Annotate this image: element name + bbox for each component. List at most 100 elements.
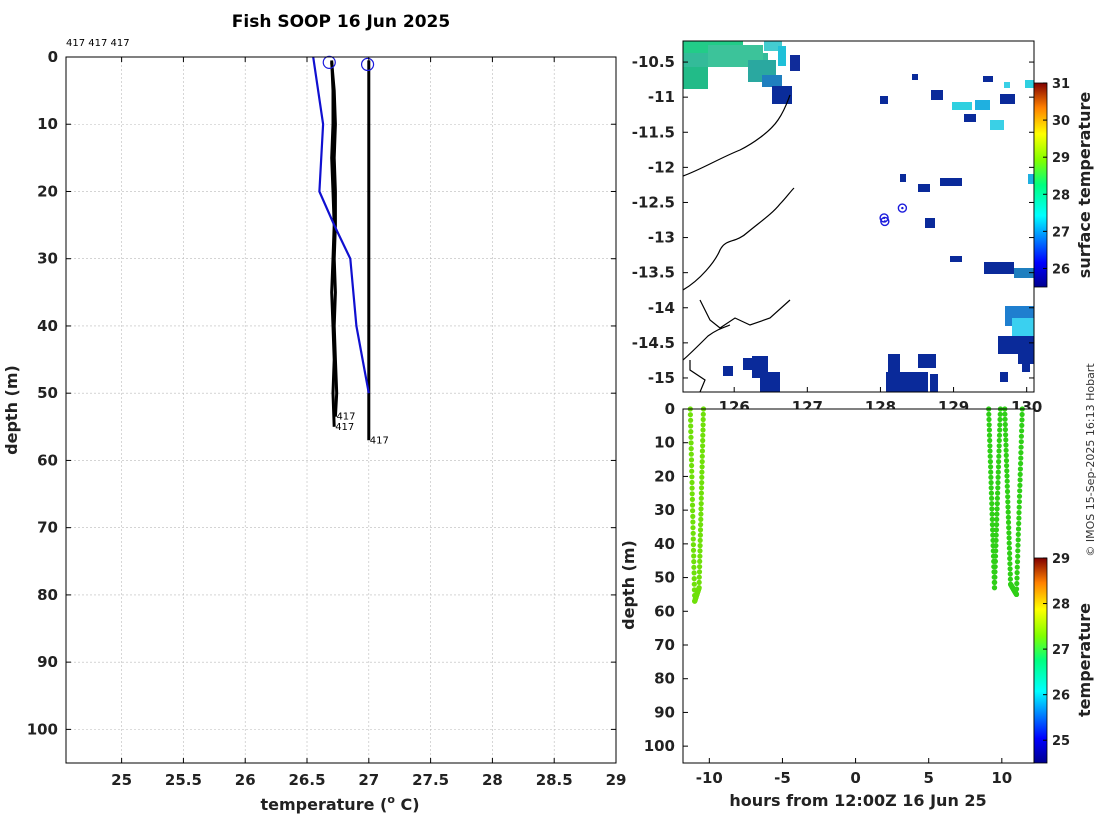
depth-time-point	[1005, 494, 1011, 500]
depth-time-point	[691, 570, 697, 576]
temperature-colorbar-tick-label: 25	[1052, 734, 1070, 749]
depth-time-x-tick-label: -5	[774, 769, 791, 787]
depth-time-point	[996, 448, 1002, 454]
sst-patch-northwest	[683, 41, 800, 104]
profile-y-tick-label: 100	[27, 720, 58, 738]
profile-x-tick-label: 27	[358, 771, 379, 789]
depth-time-point	[1016, 504, 1022, 510]
coastline	[683, 94, 795, 392]
depth-time-point	[688, 446, 694, 452]
profile-y-tick-label: 90	[37, 653, 58, 671]
depth-time-x-tick-label: 5	[923, 769, 933, 787]
map-y-tick-label: -13	[648, 229, 675, 247]
depth-time-point	[1007, 576, 1014, 582]
map-position-markers	[879, 203, 908, 227]
profile-x-axis-label: temperature (o C)	[260, 793, 419, 814]
profile-x-tick-label: 26.5	[289, 771, 326, 789]
depth-time-point	[700, 422, 706, 428]
depth-time-point	[688, 440, 694, 446]
depth-time-point	[989, 516, 995, 523]
depth-time-point	[700, 416, 706, 423]
map-background	[683, 41, 1034, 392]
depth-time-point	[993, 527, 1000, 533]
depth-time-point	[698, 501, 704, 507]
depth-time-point	[989, 522, 996, 528]
depth-time-y-tick-label: 70	[654, 636, 675, 654]
depth-time-point	[994, 495, 1001, 501]
figure-title: Fish SOOP 16 Jun 2025	[232, 12, 450, 32]
depth-time-point	[988, 490, 995, 496]
depth-time-y-tick-label: 50	[654, 569, 675, 587]
depth-time-point	[700, 437, 706, 444]
map-y-tick-label: -15	[648, 369, 675, 387]
profile-y-ticks: 0 10 20 30 40 50 60 70 80 90 100	[27, 48, 616, 738]
profile-start-marker	[322, 55, 336, 69]
temperature-colorbar-tick-label: 29	[1052, 552, 1070, 567]
depth-time-point	[1015, 531, 1021, 538]
depth-time-y-tick-label: 20	[654, 467, 675, 485]
map-colorbar-ticks: 26 27 28 29 30 31	[1043, 77, 1070, 277]
depth-time-point	[688, 417, 694, 423]
depth-time-point	[1013, 591, 1020, 598]
depth-time-point	[995, 469, 1001, 475]
depth-time-point	[689, 479, 695, 486]
map-position-marker	[880, 216, 890, 227]
depth-time-point	[992, 569, 998, 575]
depth-time-y-tick-label: 40	[654, 535, 675, 553]
depth-time-point	[1005, 519, 1012, 526]
depth-time-point	[994, 501, 1000, 507]
depth-time-point	[987, 437, 993, 444]
sst-patch-east	[998, 306, 1034, 382]
depth-time-point	[697, 527, 704, 533]
map-y-tick-label: -10.5	[632, 53, 675, 71]
temperature-colorbar-ticks: 25 26 27 28 29	[1043, 552, 1070, 749]
depth-time-point	[1019, 411, 1025, 418]
depth-time-point	[690, 536, 696, 542]
depth-time-x-tick-label: 10	[991, 769, 1012, 787]
depth-time-point	[993, 543, 999, 549]
depth-time-point	[696, 574, 702, 580]
depth-time-point	[1018, 433, 1024, 439]
depth-time-point	[698, 516, 704, 523]
depth-time-point	[1014, 559, 1021, 565]
depth-time-point	[1014, 564, 1020, 570]
depth-time-point	[700, 432, 706, 438]
depth-time-point	[997, 422, 1003, 428]
depth-time-point	[1006, 535, 1012, 541]
depth-time-point	[996, 459, 1002, 465]
depth-time-point	[989, 506, 995, 512]
depth-time-point	[697, 543, 703, 549]
profile-x-ticks: 25 25.5 26 26.5 27 27.5 28 28.5 29	[111, 57, 626, 789]
profile-y-tick-label: 50	[37, 384, 58, 402]
depth-time-point	[1004, 478, 1010, 484]
depth-time-point	[997, 411, 1003, 417]
depth-time-point	[1003, 447, 1009, 453]
depth-time-point	[997, 427, 1003, 433]
depth-time-point	[986, 411, 992, 417]
profile-y-tick-label: 80	[37, 586, 58, 604]
credit-text: © IMOS 15-Sep-2025 16:13 Hobart	[1084, 363, 1097, 557]
depth-time-point	[691, 576, 697, 582]
depth-time-point	[699, 448, 706, 454]
map-colorbar-tick-label: 27	[1052, 225, 1070, 240]
depth-time-y-ticks: 0 10 20 30 40 50 60 70 80 90 100	[644, 400, 688, 755]
profile-end-label: 417	[336, 412, 355, 423]
depth-time-point	[690, 519, 696, 525]
depth-time-point	[993, 532, 999, 538]
depth-time-point	[690, 508, 696, 514]
profile-x-tick-label: 28.5	[536, 771, 573, 789]
depth-time-y-tick-label: 10	[654, 434, 675, 452]
depth-time-point	[699, 480, 705, 486]
depth-time-x-axis-label: hours from 12:00Z 16 Jun 25	[729, 791, 986, 810]
depth-time-point	[1003, 442, 1009, 448]
depth-time-point	[1002, 416, 1008, 422]
depth-time-point	[996, 443, 1002, 449]
depth-time-point	[1018, 444, 1024, 450]
depth-time-point	[1005, 509, 1011, 515]
map-colorbar-tick-label: 26	[1052, 262, 1070, 277]
depth-time-point	[1005, 514, 1012, 520]
depth-time-point	[1007, 561, 1013, 567]
depth-time-point	[689, 502, 696, 508]
depth-time-point	[689, 496, 696, 502]
